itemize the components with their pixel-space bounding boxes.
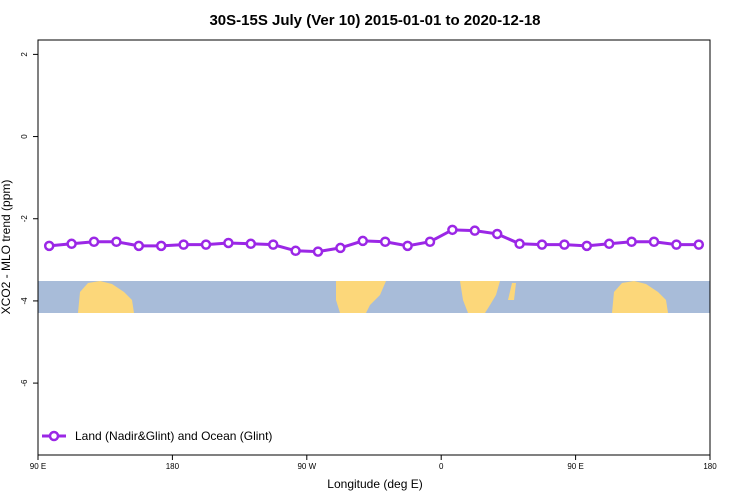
x-tick-label: 90 E <box>567 462 583 471</box>
point <box>648 236 660 247</box>
land-madagascar <box>508 283 516 300</box>
y-tick-label: 0 <box>20 134 29 139</box>
point <box>133 240 145 252</box>
point <box>155 240 167 252</box>
x-tick-label: 180 <box>703 462 717 471</box>
land-australia <box>78 281 134 313</box>
point <box>66 238 77 250</box>
x-tick-label: 90 W <box>297 462 316 471</box>
point <box>514 238 525 250</box>
point <box>603 238 615 250</box>
point <box>245 238 257 250</box>
point <box>111 236 122 247</box>
point <box>536 239 548 250</box>
point <box>581 240 593 252</box>
point <box>447 224 458 236</box>
point <box>671 239 682 250</box>
y-tick-label: 2 <box>20 52 29 57</box>
land-africa <box>460 281 500 313</box>
x-tick-label: 0 <box>439 462 444 471</box>
point <box>379 236 391 247</box>
land-australia-2 <box>612 281 668 313</box>
point <box>200 239 212 250</box>
point <box>693 239 705 250</box>
land-south-america <box>336 281 386 313</box>
point <box>223 237 234 249</box>
x-tick-label: 90 E <box>30 462 46 471</box>
y-tick-label: -6 <box>20 379 29 387</box>
point <box>626 236 637 247</box>
map-band <box>38 281 710 313</box>
x-axis-label: Longitude (deg E) <box>327 477 422 491</box>
point <box>402 240 413 252</box>
series-line <box>49 228 699 254</box>
plot-frame <box>37 39 711 456</box>
point <box>491 228 503 240</box>
point <box>424 236 436 247</box>
chart-title: 30S-15S July (Ver 10) 2015-01-01 to 2020… <box>209 12 540 29</box>
point <box>43 240 55 252</box>
y-tick-label: -4 <box>20 297 29 305</box>
point <box>335 242 346 254</box>
point <box>357 235 369 247</box>
point <box>290 245 301 257</box>
point <box>178 239 189 250</box>
point <box>267 239 279 250</box>
y-axis-label: XCO2 - MLO trend (ppm) <box>0 180 13 315</box>
x-tick-label: 180 <box>166 462 180 471</box>
legend-marker <box>48 430 60 442</box>
point <box>88 236 100 247</box>
point <box>469 225 481 236</box>
y-tick-label: -2 <box>20 215 29 223</box>
point <box>559 239 570 250</box>
legend-label: Land (Nadir&Glint) and Ocean (Glint) <box>75 429 272 443</box>
point <box>312 246 324 257</box>
